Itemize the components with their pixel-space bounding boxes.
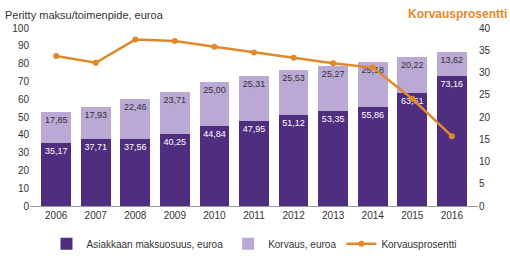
svg-text:55,86: 55,86 bbox=[361, 110, 384, 120]
svg-text:53,35: 53,35 bbox=[322, 114, 345, 124]
svg-text:13,62: 13,62 bbox=[441, 55, 464, 65]
svg-text:25,27: 25,27 bbox=[322, 69, 345, 79]
svg-text:35: 35 bbox=[479, 45, 491, 56]
svg-text:25,31: 25,31 bbox=[243, 79, 266, 89]
svg-text:2015: 2015 bbox=[401, 210, 424, 221]
svg-text:30: 30 bbox=[18, 147, 30, 158]
svg-text:25,53: 25,53 bbox=[282, 73, 305, 83]
svg-text:10: 10 bbox=[18, 183, 30, 194]
svg-text:63,61: 63,61 bbox=[401, 96, 424, 106]
svg-text:17,93: 17,93 bbox=[84, 110, 107, 120]
svg-text:2013: 2013 bbox=[322, 210, 345, 221]
svg-text:30: 30 bbox=[479, 67, 491, 78]
svg-text:35,17: 35,17 bbox=[45, 146, 68, 156]
svg-text:60: 60 bbox=[18, 94, 30, 105]
svg-text:40: 40 bbox=[18, 129, 30, 140]
svg-text:2012: 2012 bbox=[282, 210, 305, 221]
svg-text:25: 25 bbox=[479, 89, 491, 100]
svg-text:0: 0 bbox=[23, 201, 29, 212]
svg-text:22,46: 22,46 bbox=[124, 102, 147, 112]
svg-text:Korvaus, euroa: Korvaus, euroa bbox=[268, 239, 336, 250]
svg-text:47,95: 47,95 bbox=[243, 124, 266, 134]
svg-text:20,22: 20,22 bbox=[401, 60, 424, 70]
svg-text:40,25: 40,25 bbox=[164, 137, 187, 147]
svg-text:10: 10 bbox=[479, 156, 491, 167]
svg-text:Korvausprosentti: Korvausprosentti bbox=[408, 7, 507, 21]
svg-text:20: 20 bbox=[479, 112, 491, 123]
svg-text:Asiakkaan maksuosuus, euroa: Asiakkaan maksuosuus, euroa bbox=[87, 239, 224, 250]
svg-text:2011: 2011 bbox=[243, 210, 265, 221]
svg-text:15: 15 bbox=[479, 134, 491, 145]
svg-text:25,18: 25,18 bbox=[361, 65, 384, 75]
svg-text:Peritty maksu/toimenpide, euro: Peritty maksu/toimenpide, euroa bbox=[5, 9, 164, 21]
svg-text:17,85: 17,85 bbox=[45, 115, 68, 125]
svg-text:2010: 2010 bbox=[203, 210, 226, 221]
svg-text:37,71: 37,71 bbox=[84, 142, 107, 152]
svg-text:2006: 2006 bbox=[45, 210, 68, 221]
svg-text:2007: 2007 bbox=[85, 210, 108, 221]
svg-text:40: 40 bbox=[479, 23, 491, 34]
svg-text:70: 70 bbox=[18, 76, 30, 87]
svg-text:44,84: 44,84 bbox=[203, 129, 226, 139]
svg-text:90: 90 bbox=[18, 40, 30, 51]
svg-text:80: 80 bbox=[18, 58, 30, 69]
svg-text:2009: 2009 bbox=[164, 210, 187, 221]
svg-text:20: 20 bbox=[18, 165, 30, 176]
svg-text:2008: 2008 bbox=[124, 210, 147, 221]
svg-text:5: 5 bbox=[479, 178, 485, 189]
svg-text:25,00: 25,00 bbox=[203, 85, 226, 95]
svg-text:51,12: 51,12 bbox=[282, 118, 305, 128]
svg-text:0: 0 bbox=[479, 201, 485, 212]
svg-text:23,71: 23,71 bbox=[164, 95, 187, 105]
svg-text:73,16: 73,16 bbox=[441, 79, 464, 89]
svg-text:37,56: 37,56 bbox=[124, 142, 147, 152]
svg-text:Korvausprosentti: Korvausprosentti bbox=[381, 239, 456, 250]
svg-text:50: 50 bbox=[18, 112, 30, 123]
svg-text:2014: 2014 bbox=[362, 210, 385, 221]
svg-text:2016: 2016 bbox=[441, 210, 464, 221]
svg-text:100: 100 bbox=[12, 23, 29, 34]
